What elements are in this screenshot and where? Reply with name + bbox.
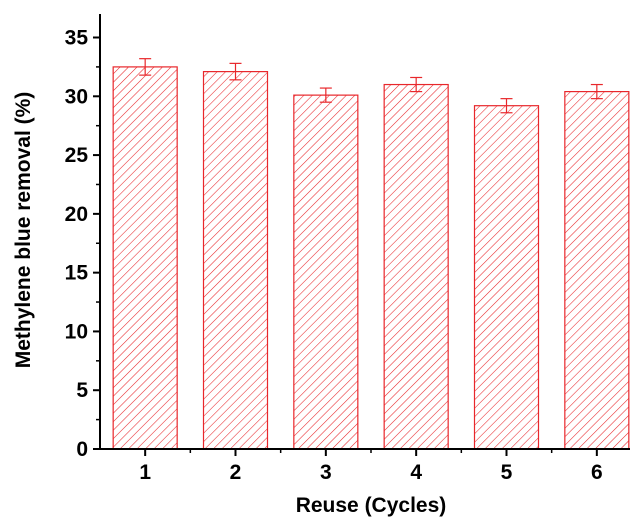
- y-axis-title: Methylene blue removal (%): [12, 92, 35, 369]
- bar-6: [564, 90, 630, 450]
- x-axis-title: Reuse (Cycles): [296, 494, 447, 517]
- x-tick-label-1: 1: [139, 461, 151, 484]
- y-tick-label-30: 30: [65, 85, 88, 108]
- y-tick-label-10: 10: [65, 320, 88, 343]
- x-tick-label-2: 2: [230, 461, 242, 484]
- y-tick-label-35: 35: [65, 27, 89, 50]
- y-tick-label-0: 0: [76, 438, 88, 461]
- x-tick-label-4: 4: [410, 461, 422, 484]
- bar-3: [293, 94, 359, 450]
- x-tick-label-6: 6: [591, 461, 603, 484]
- y-tick-label-15: 15: [65, 262, 89, 285]
- bar-5: [473, 105, 540, 450]
- axes-layer: 0 5 10 15 20 25 30 35 1 2 3 4 5 6: [65, 14, 630, 484]
- bar-2: [202, 71, 269, 450]
- y-tick-label-5: 5: [76, 379, 88, 402]
- bar-4: [383, 83, 449, 450]
- bars-layer: [112, 58, 630, 450]
- x-tick-label-5: 5: [501, 461, 513, 484]
- bar-1: [112, 66, 178, 450]
- y-tick-label-25: 25: [65, 144, 89, 167]
- y-tick-label-20: 20: [65, 203, 88, 226]
- x-tick-label-3: 3: [320, 461, 332, 484]
